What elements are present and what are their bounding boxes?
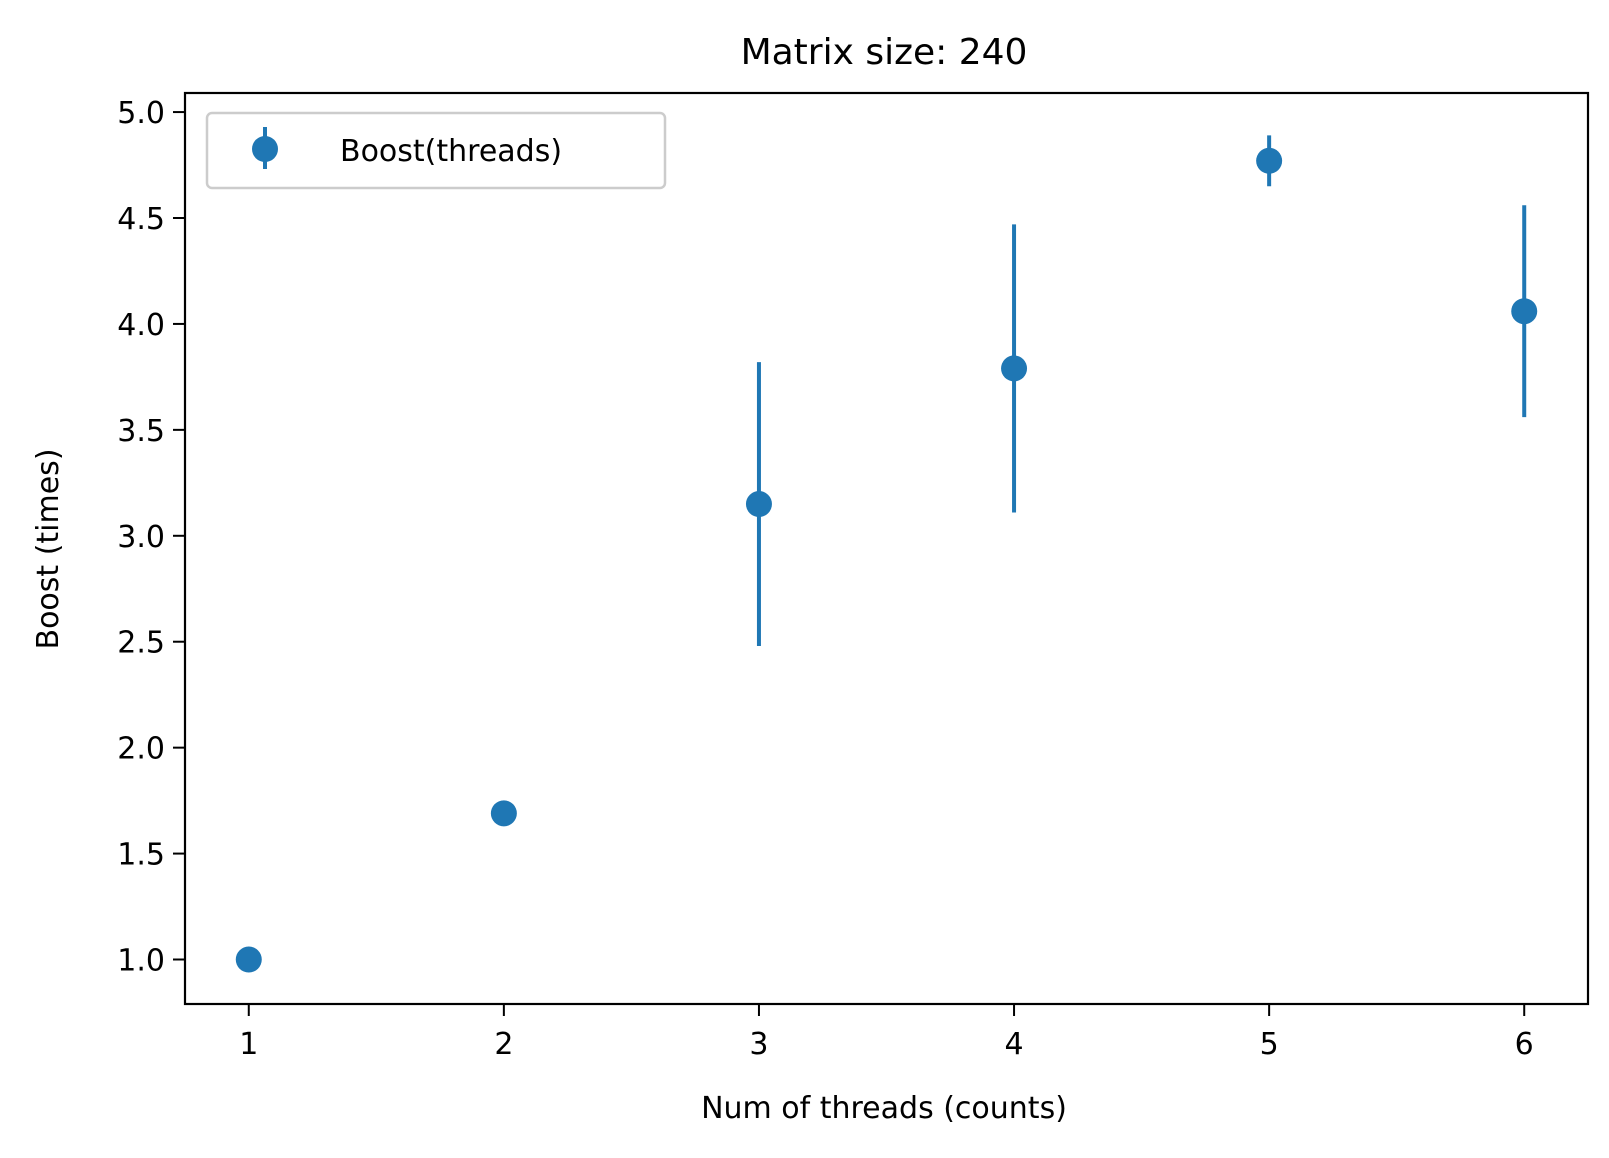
x-tick-label: 6 [1515,1027,1534,1062]
data-point [235,946,262,973]
x-tick-label: 4 [1004,1027,1023,1062]
x-axis-label: Num of threads (counts) [701,1091,1067,1126]
y-tick-label: 1.5 [117,838,165,873]
x-tick-label: 3 [749,1027,768,1062]
data-point [745,491,772,518]
y-tick-label: 4.5 [117,202,165,237]
chart-title: Matrix size: 240 [741,32,1028,73]
x-tick-label: 2 [494,1027,513,1062]
data-point [1256,147,1283,174]
y-tick-label: 1.0 [117,944,165,979]
series-layer [235,135,1538,973]
y-tick-label: 3.0 [117,520,165,555]
legend: Boost(threads) [205,111,667,190]
legend-marker [252,136,278,162]
data-point [1001,355,1028,382]
data-point [1511,298,1538,325]
y-tick-label: 3.5 [117,414,165,449]
legend-label: Boost(threads) [340,134,562,169]
axes-frame [183,91,1590,1006]
y-tick-label: 2.0 [117,732,165,767]
x-axis-ticks: 1 2 3 4 5 6 [239,1004,1534,1062]
y-tick-label: 5.0 [117,96,165,131]
x-tick-label: 1 [239,1027,258,1062]
y-axis-label: Boost (times) [31,448,66,649]
data-point [490,800,517,827]
y-axis-ticks: 1.0 1.5 2.0 2.5 3.0 3.5 4.0 4.5 5.0 [117,96,185,979]
x-tick-label: 5 [1260,1027,1279,1062]
y-tick-label: 2.5 [117,626,165,661]
legend-box [205,111,667,190]
y-tick-label: 4.0 [117,308,165,343]
plot-area [183,91,1590,1006]
